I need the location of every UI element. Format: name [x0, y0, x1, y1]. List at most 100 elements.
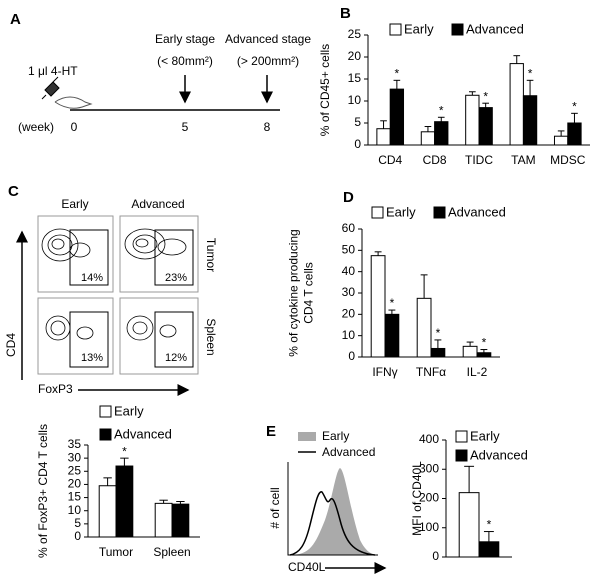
y-tick-label: 30: [68, 450, 82, 464]
legend-swatch: [298, 432, 316, 441]
bar: [115, 465, 134, 538]
y-axis-label: % of CD45+ cells: [318, 44, 332, 136]
bar: [370, 255, 386, 358]
significance: *: [390, 296, 395, 310]
bar: [171, 503, 190, 538]
legend-label: Early: [404, 21, 434, 36]
y-tick-label: 0: [348, 349, 355, 363]
y-tick-label: 10: [68, 503, 82, 517]
bar: [465, 94, 480, 146]
bar: [553, 135, 569, 146]
panel-label: C: [8, 183, 19, 200]
stage: Early stage: [155, 32, 215, 46]
legend-swatch: [371, 206, 384, 219]
y-tick-label: 50: [342, 243, 356, 257]
bar: [478, 107, 493, 146]
plot-frame: [37, 215, 114, 293]
panel-label: B: [340, 5, 351, 22]
syringe: [41, 76, 60, 100]
significance: *: [483, 89, 488, 103]
legend-swatch: [451, 23, 464, 36]
significance: *: [572, 99, 577, 113]
y-axis-label: % of FoxP3+ CD4 T cells: [36, 424, 50, 558]
column-label: Early: [61, 197, 88, 211]
bar: [522, 95, 538, 146]
gate-percent: 23%: [165, 272, 187, 284]
week: 5: [182, 120, 189, 134]
panel-label: A: [10, 11, 21, 28]
y-tick-label: 20: [68, 477, 82, 491]
y-tick-label: 400: [419, 432, 439, 446]
row-label: Tumor: [204, 238, 218, 272]
flow-plots: Early Advanced Tumor Spleen 14% 23% 13% …: [4, 197, 218, 396]
axis-label: CD4: [4, 333, 18, 357]
x-tick-label: TAM: [511, 153, 535, 167]
legend-label: Advanced: [470, 447, 528, 462]
significance: *: [122, 444, 127, 458]
y-tick-label: 5: [354, 115, 361, 129]
y-tick-label: 60: [342, 221, 356, 235]
legend-label: Advanced: [114, 426, 172, 441]
week: 0: [71, 120, 78, 134]
legend-label: Early: [114, 403, 144, 418]
stage: Advanced stage: [225, 32, 311, 46]
bar: [509, 63, 524, 146]
legend-label: Advanced: [448, 204, 506, 219]
y-tick-label: 40: [342, 264, 356, 278]
legend-swatch: [455, 430, 468, 443]
bar: [416, 297, 432, 358]
legend-label: Advanced: [466, 21, 524, 36]
gate: [154, 311, 194, 368]
plot-frame: [119, 297, 199, 375]
panel-label: E: [266, 423, 276, 440]
significance: *: [528, 66, 533, 80]
legend-label: Early: [386, 204, 416, 219]
x-tick-label: Spleen: [153, 545, 190, 559]
dose: 1 μl 4-HT: [28, 64, 78, 78]
column-label: Advanced: [131, 197, 184, 211]
y-tick-label: 0: [432, 549, 439, 563]
y-tick-label: 100: [419, 520, 439, 534]
bar: [462, 345, 478, 358]
legend-swatch: [99, 405, 112, 418]
y-tick-label: 300: [419, 461, 439, 475]
gate-percent: 13%: [81, 352, 103, 364]
stage-size: (< 80mm²): [157, 54, 213, 68]
advanced-histogram: [289, 491, 376, 556]
y-tick-label: 25: [68, 463, 82, 477]
stage-size: (> 200mm²): [237, 54, 299, 68]
x-tick-label: MDSC: [550, 153, 586, 167]
bar: [384, 313, 400, 358]
x-tick-label: TIDC: [465, 153, 493, 167]
x-tick-label: TNFα: [416, 365, 446, 379]
y-tick-label: 15: [68, 490, 82, 504]
bar: [430, 347, 446, 358]
bar: [478, 541, 500, 558]
plot-frame: [287, 462, 378, 556]
unit: (week): [18, 120, 54, 134]
bar: [389, 88, 405, 146]
significance: *: [439, 103, 444, 117]
y-tick-label: 30: [342, 285, 356, 299]
legend-swatch: [389, 23, 402, 36]
week: 8: [264, 120, 271, 134]
legend-swatch: [455, 449, 468, 462]
y-tick-label: 10: [342, 328, 356, 342]
gate: [69, 311, 109, 368]
significance: *: [482, 336, 487, 350]
bar: [154, 502, 173, 538]
x-tick-label: IL-2: [467, 365, 488, 379]
legend-swatch: [99, 428, 112, 441]
legend-label: Early: [470, 428, 500, 443]
y-tick-label: 0: [354, 137, 361, 151]
y-tick-label: 200: [419, 491, 439, 505]
timeline: 1 μl 4-HT (week) 0 5 8 Early stage (< 80…: [18, 32, 311, 134]
x-tick-label: Tumor: [99, 545, 133, 559]
gate: [154, 229, 194, 286]
bar: [567, 122, 582, 146]
axis-label: FoxP3: [38, 382, 73, 396]
plot-frame: [119, 215, 199, 293]
y-tick-label: 20: [348, 49, 362, 63]
bar: [376, 128, 391, 146]
